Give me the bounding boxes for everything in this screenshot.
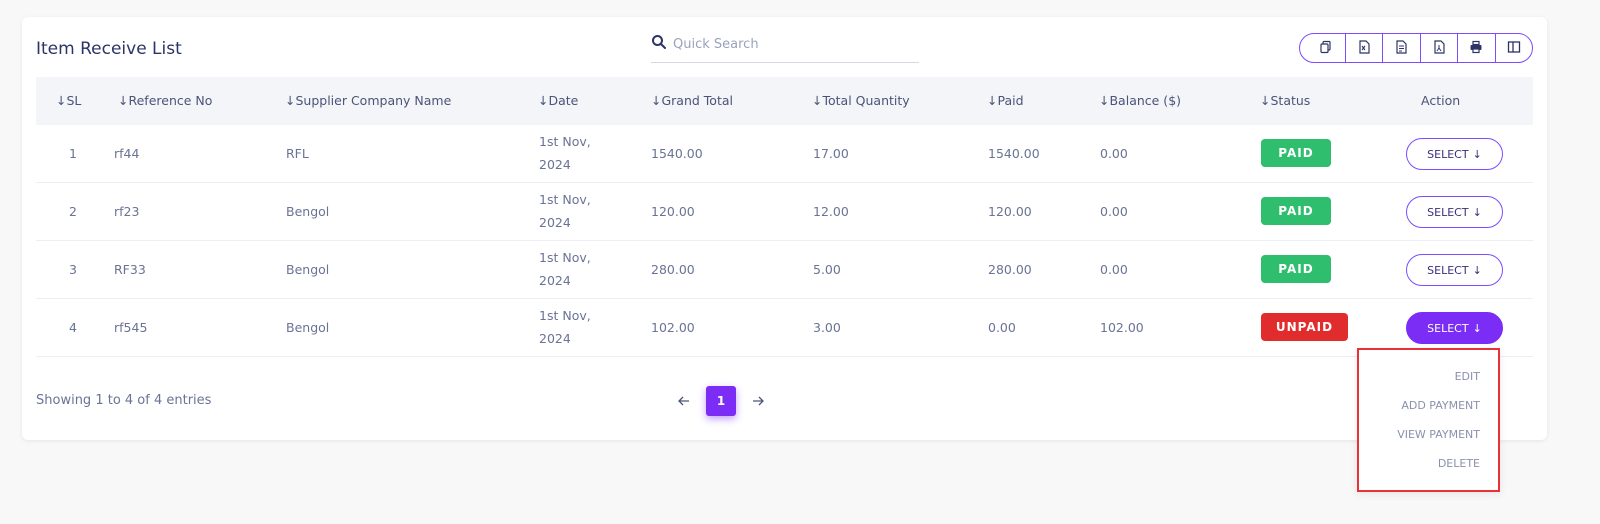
sort-arrow-icon: ↓ [118, 93, 129, 108]
sort-arrow-icon: ↓ [651, 93, 662, 108]
status-badge: UNPAID [1261, 313, 1348, 341]
cell-total-quantity: 3.00 [813, 320, 841, 335]
table-row: 4 rf545 Bengol 1st Nov, 2024 102.00 3.00 … [36, 299, 1533, 357]
cell-balance: 0.00 [1100, 262, 1128, 277]
col-supplier[interactable]: ↓Supplier Company Name [285, 93, 452, 108]
pagination: 1 [676, 386, 766, 416]
cell-paid: 120.00 [988, 204, 1032, 219]
sort-arrow-icon: ↓ [987, 93, 998, 108]
prev-page-arrow-icon[interactable] [676, 393, 692, 409]
col-balance[interactable]: ↓Balance ($) [1099, 93, 1182, 108]
cell-date: 1st Nov, 2024 [539, 308, 591, 346]
col-sl[interactable]: ↓SL [56, 93, 82, 108]
page-number-button[interactable]: 1 [706, 386, 736, 416]
table-row: 2 rf23 Bengol 1st Nov, 2024 120.00 12.00 … [36, 183, 1533, 241]
quick-search[interactable] [651, 32, 919, 63]
cell-sl: 4 [69, 320, 77, 335]
columns-icon [1507, 39, 1521, 58]
sort-arrow-icon: ↓ [812, 93, 823, 108]
cell-supplier: RFL [286, 146, 309, 161]
col-reference-no[interactable]: ↓Reference No [118, 93, 213, 108]
select-action-button[interactable]: SELECT ↓ [1406, 312, 1503, 344]
pdf-button[interactable] [1421, 34, 1458, 62]
sort-arrow-icon: ↓ [538, 93, 549, 108]
cell-total-quantity: 5.00 [813, 262, 841, 277]
cell-grand-total: 102.00 [651, 320, 695, 335]
arrow-down-icon: ↓ [1472, 263, 1482, 277]
cell-paid: 1540.00 [988, 146, 1040, 161]
search-input[interactable] [673, 32, 913, 56]
excel-icon [1357, 39, 1371, 58]
table-row: 3 RF33 Bengol 1st Nov, 2024 280.00 5.00 2… [36, 241, 1533, 299]
action-dropdown-menu: EDIT ADD PAYMENT VIEW PAYMENT DELETE [1357, 348, 1500, 492]
col-paid[interactable]: ↓Paid [987, 93, 1024, 108]
cell-balance: 102.00 [1100, 320, 1144, 335]
col-date[interactable]: ↓Date [538, 93, 579, 108]
export-toolbar [1299, 33, 1533, 63]
table-header: ↓SL ↓Reference No ↓Supplier Company Name… [36, 77, 1533, 125]
menu-item-edit[interactable]: EDIT [1454, 370, 1480, 383]
col-total-quantity[interactable]: ↓Total Quantity [812, 93, 910, 108]
excel-button[interactable] [1346, 34, 1383, 62]
arrow-down-icon: ↓ [1472, 205, 1482, 219]
cell-balance: 0.00 [1100, 146, 1128, 161]
menu-item-delete[interactable]: DELETE [1437, 457, 1480, 470]
print-button[interactable] [1458, 34, 1496, 62]
cell-total-quantity: 17.00 [813, 146, 849, 161]
cell-balance: 0.00 [1100, 204, 1128, 219]
print-icon [1469, 39, 1483, 58]
cell-grand-total: 1540.00 [651, 146, 703, 161]
status-badge: PAID [1261, 197, 1331, 225]
col-action: Action [1421, 93, 1461, 108]
menu-item-view-payment[interactable]: VIEW PAYMENT [1397, 428, 1480, 441]
csv-button[interactable] [1383, 34, 1421, 62]
col-status[interactable]: ↓Status [1260, 93, 1311, 108]
cell-date: 1st Nov, 2024 [539, 192, 591, 230]
cell-grand-total: 120.00 [651, 204, 695, 219]
cell-sl: 1 [69, 146, 77, 161]
search-icon [651, 34, 667, 50]
cell-paid: 0.00 [988, 320, 1016, 335]
cell-date: 1st Nov, 2024 [539, 250, 591, 288]
sort-arrow-icon: ↓ [1260, 93, 1271, 108]
cell-supplier: Bengol [286, 204, 330, 219]
columns-button[interactable] [1496, 34, 1533, 62]
cell-reference: RF33 [114, 262, 146, 277]
entries-info: Showing 1 to 4 of 4 entries [36, 393, 212, 408]
select-action-button[interactable]: SELECT ↓ [1406, 196, 1503, 228]
menu-item-add-payment[interactable]: ADD PAYMENT [1401, 399, 1480, 412]
cell-sl: 3 [69, 262, 77, 277]
sort-arrow-icon: ↓ [285, 93, 296, 108]
sort-arrow-icon: ↓ [1099, 93, 1110, 108]
cell-supplier: Bengol [286, 262, 330, 277]
cell-paid: 280.00 [988, 262, 1032, 277]
cell-reference: rf44 [114, 146, 140, 161]
arrow-down-icon: ↓ [1472, 321, 1482, 335]
cell-date: 1st Nov, 2024 [539, 134, 591, 172]
cell-sl: 2 [69, 204, 77, 219]
csv-icon [1394, 39, 1408, 58]
select-action-button[interactable]: SELECT ↓ [1406, 254, 1503, 286]
table-row: 1 rf44 RFL 1st Nov, 2024 1540.00 17.00 15… [36, 125, 1533, 183]
next-page-arrow-icon[interactable] [750, 393, 766, 409]
status-badge: PAID [1261, 139, 1331, 167]
cell-reference: rf545 [114, 320, 148, 335]
arrow-down-icon: ↓ [1472, 147, 1482, 161]
copy-icon [1319, 39, 1333, 58]
status-badge: PAID [1261, 255, 1331, 283]
cell-reference: rf23 [114, 204, 140, 219]
cell-total-quantity: 12.00 [813, 204, 849, 219]
cell-supplier: Bengol [286, 320, 330, 335]
item-receive-card: Item Receive List ↓SL ↓Reference No ↓Sup… [22, 17, 1547, 440]
pdf-icon [1432, 39, 1446, 58]
select-action-button[interactable]: SELECT ↓ [1406, 138, 1503, 170]
copy-button[interactable] [1300, 34, 1346, 62]
sort-arrow-icon: ↓ [56, 93, 67, 108]
page-title: Item Receive List [36, 39, 182, 59]
cell-grand-total: 280.00 [651, 262, 695, 277]
col-grand-total[interactable]: ↓Grand Total [651, 93, 733, 108]
